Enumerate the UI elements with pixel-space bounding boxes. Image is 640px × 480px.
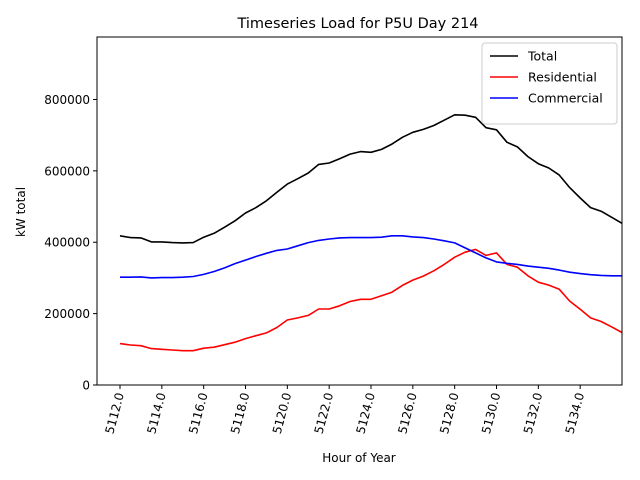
series-line-residential xyxy=(119,248,623,352)
series-line-commercial xyxy=(120,235,622,279)
legend-box xyxy=(481,42,618,125)
legend-label-total: Total xyxy=(527,49,557,64)
chart-title: Timeseries Load for P5U Day 214 xyxy=(236,16,478,32)
y-tick-label: 600000 xyxy=(44,164,90,178)
y-tick-label: 400000 xyxy=(44,236,90,250)
y-tick-label: 800000 xyxy=(44,93,90,107)
legend-label-commercial: Commercial xyxy=(528,91,603,106)
plot-frame xyxy=(96,36,623,386)
legend-label-residential: Residential xyxy=(528,70,597,85)
y-axis-label: kW total xyxy=(14,187,28,237)
x-axis-label: Hour of Year xyxy=(322,451,396,465)
y-tick-label: 0 xyxy=(82,379,90,393)
y-tick-label: 200000 xyxy=(44,307,90,321)
series-line-total xyxy=(119,114,623,244)
